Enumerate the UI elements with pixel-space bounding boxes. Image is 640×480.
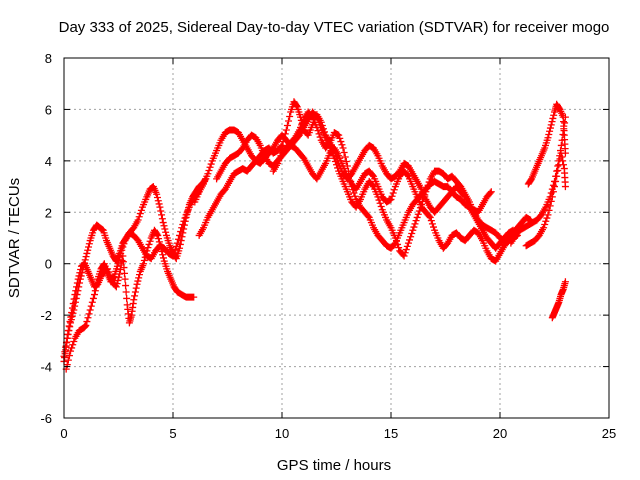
series-markers [522, 149, 569, 250]
tick-labels: 0 5 10 15 20 25 -6 -4 -2 0 2 4 6 8 [40, 51, 616, 441]
y-tick-label: -2 [40, 308, 52, 323]
y-tick-label: 8 [45, 51, 52, 66]
y-tick-label: 4 [45, 154, 52, 169]
axis-ticks [63, 57, 610, 419]
chart-title: Day 333 of 2025, Sidereal Day-to-day VTE… [59, 19, 610, 36]
x-tick-label: 25 [602, 426, 616, 441]
series-markers [524, 100, 569, 188]
series-track-j [524, 100, 569, 188]
x-tick-label: 5 [169, 426, 176, 441]
y-tick-label: 0 [45, 257, 52, 272]
y-axis-label: SDTVAR / TECUs [6, 178, 23, 298]
series-track-g [269, 108, 517, 252]
x-tick-label: 0 [60, 426, 67, 441]
series-markers [62, 188, 203, 373]
x-tick-label: 20 [493, 426, 507, 441]
data-points [60, 98, 569, 373]
series-track-i [522, 149, 569, 250]
series-track-k [548, 278, 569, 322]
x-axis-label: GPS time / hours [277, 457, 391, 474]
plot-frame [63, 57, 610, 419]
series-markers [269, 108, 517, 252]
y-tick-label: 6 [45, 102, 52, 117]
x-tick-label: 10 [275, 426, 289, 441]
y-tick-label: -6 [40, 411, 52, 426]
y-tick-label: 2 [45, 205, 52, 220]
grid [64, 58, 609, 418]
y-tick-label: -4 [40, 360, 52, 375]
series-markers [548, 278, 569, 322]
series-track-c [62, 188, 203, 373]
x-tick-label: 15 [384, 426, 398, 441]
